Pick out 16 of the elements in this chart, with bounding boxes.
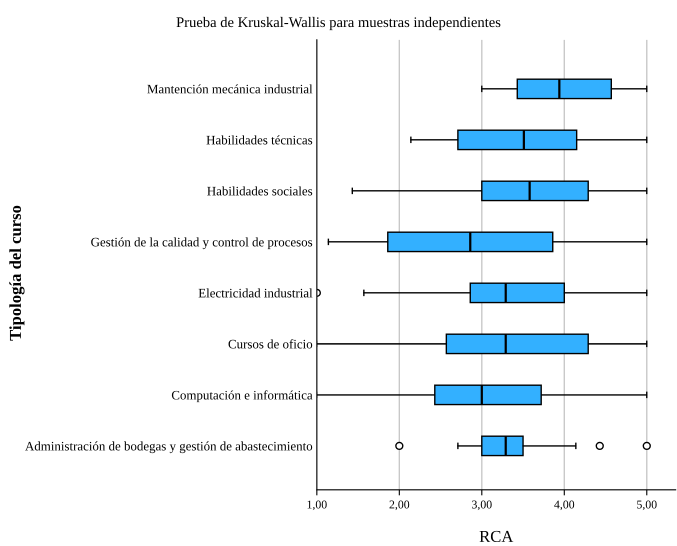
chart-title: Prueba de Kruskal-Wallis para muestras independientes <box>176 16 500 30</box>
y-tick-label: Computación e informática <box>172 390 312 402</box>
x-tick-label: 2,00 <box>390 500 410 510</box>
x-tick-label: 1,00 <box>308 500 327 510</box>
y-tick-label: Cursos de oficio <box>228 339 312 348</box>
y-tick-label: Mantención mecánica industrial <box>147 84 312 94</box>
y-tick-label: Electricidad industrial <box>198 288 312 298</box>
y-tick-label: Habilidades técnicas <box>206 135 312 144</box>
y-tick-label: Gestión de la calidad y control de procesos <box>91 237 312 250</box>
x-axis-title: RCA <box>480 530 514 542</box>
y-axis-title: Tipología del curso <box>9 206 25 341</box>
x-tick-label: 5,00 <box>637 500 657 510</box>
x-tick-label: 3,00 <box>472 500 492 510</box>
y-tick-label: Administración de bodegas y gestión de abastecimiento <box>25 441 312 454</box>
y-tick-label: Habilidades sociales <box>207 186 312 196</box>
x-tick-label: 4,00 <box>554 500 574 510</box>
